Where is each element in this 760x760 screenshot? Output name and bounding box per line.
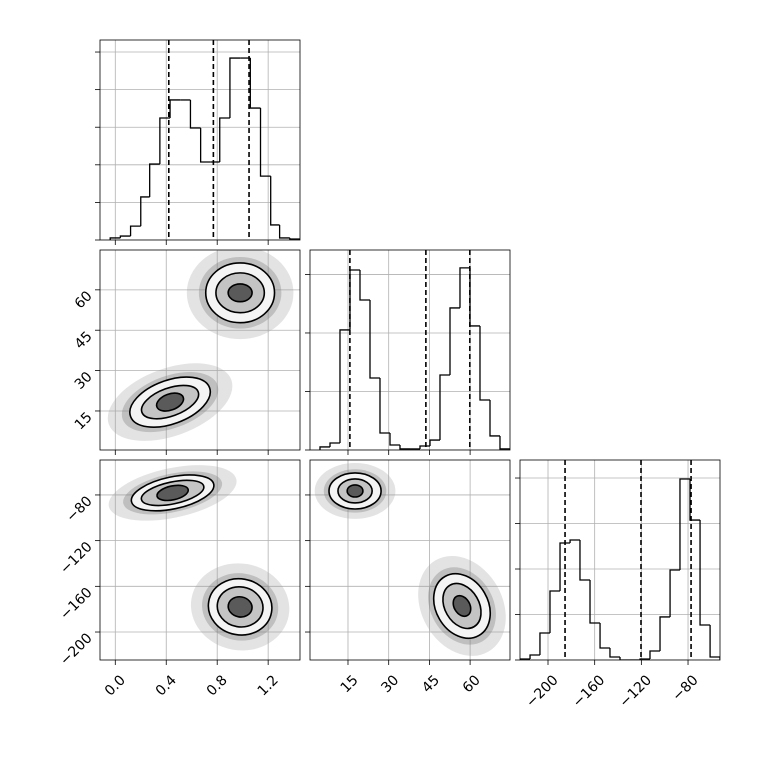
histogram-step <box>249 58 261 109</box>
panel-frame <box>519 459 721 661</box>
histogram-step <box>129 225 141 237</box>
histogram-step <box>549 590 561 633</box>
panel-frame <box>99 39 301 241</box>
y-tick-label: −160 <box>57 585 96 624</box>
histogram-step <box>709 624 720 660</box>
panel-frame <box>99 459 301 661</box>
histogram-step <box>329 442 340 447</box>
histogram-step <box>389 433 400 446</box>
contour <box>227 283 253 303</box>
contour <box>155 392 185 412</box>
histogram-step <box>159 117 171 165</box>
histogram-step <box>359 270 370 301</box>
x-tick-label: −200 <box>523 672 562 711</box>
histogram-step <box>439 374 450 441</box>
contour <box>452 594 472 618</box>
y-tick-label: −80 <box>63 493 95 525</box>
histogram-step <box>469 267 480 327</box>
histogram-step <box>169 99 181 119</box>
histogram-step <box>429 439 440 447</box>
histogram-step <box>689 479 701 521</box>
histogram-step <box>699 520 711 626</box>
y-tick-label: 60 <box>72 288 96 312</box>
histogram-step <box>140 196 150 227</box>
panel-frame <box>309 459 511 661</box>
histogram-step <box>539 632 550 655</box>
histogram-step <box>419 445 430 449</box>
panel <box>310 250 510 450</box>
x-tick-label: 1.2 <box>255 672 282 699</box>
histogram-step <box>109 237 121 240</box>
histogram-step <box>449 307 460 375</box>
panel <box>100 40 300 240</box>
histogram-step <box>319 446 330 450</box>
panel <box>310 460 510 660</box>
contour <box>156 484 190 502</box>
histogram-step <box>289 237 300 240</box>
histogram-step <box>529 654 540 659</box>
histogram-step <box>499 435 510 450</box>
y-tick-label: 45 <box>72 329 96 353</box>
histogram-step <box>679 478 691 571</box>
x-tick-label: −80 <box>669 672 701 704</box>
contour <box>227 595 253 618</box>
x-tick-label: 0.4 <box>153 672 180 699</box>
panel <box>520 460 720 660</box>
histogram-step <box>199 127 211 163</box>
histogram-step <box>379 378 390 434</box>
histogram-step <box>579 539 591 581</box>
histogram-step <box>349 269 360 330</box>
histogram-step <box>520 658 531 660</box>
histogram-step <box>669 569 680 617</box>
x-tick-label: 60 <box>460 672 484 696</box>
histogram-step <box>229 57 241 119</box>
histogram-step <box>270 176 280 226</box>
x-tick-label: 30 <box>378 672 402 696</box>
histogram-step <box>659 616 671 651</box>
histogram-step <box>649 650 661 659</box>
x-tick-label: −120 <box>616 672 655 711</box>
histogram-step <box>619 656 631 660</box>
histogram-step <box>149 163 160 197</box>
x-tick-label: −160 <box>570 672 609 711</box>
y-tick-label: −200 <box>57 630 96 669</box>
histogram-step <box>589 580 601 624</box>
histogram-step <box>609 647 620 658</box>
y-tick-label: 15 <box>72 409 96 433</box>
x-tick-label: 0.8 <box>204 672 231 699</box>
histogram-step <box>278 224 290 239</box>
histogram-step <box>189 99 201 129</box>
histogram-step <box>489 400 500 437</box>
panel-frame <box>99 249 301 451</box>
histogram-step <box>369 299 380 379</box>
x-tick-label: 45 <box>419 672 443 696</box>
x-tick-label: 15 <box>338 672 362 696</box>
histogram-step <box>479 325 490 401</box>
histogram-step <box>119 235 131 238</box>
y-tick-label: 30 <box>72 369 96 393</box>
histogram-step <box>259 108 271 177</box>
panel <box>100 250 300 450</box>
panel <box>100 460 300 660</box>
contour <box>346 484 364 498</box>
histogram-step <box>569 539 580 543</box>
panel-frame <box>309 249 511 451</box>
x-tick-label: 0.0 <box>102 672 129 699</box>
y-tick-label: −120 <box>57 539 96 578</box>
histogram-step <box>559 542 571 592</box>
histogram-step <box>219 117 230 162</box>
histogram-step <box>339 329 350 443</box>
histogram-step <box>459 267 470 308</box>
histogram-step <box>399 444 410 450</box>
histogram-step <box>599 622 610 649</box>
